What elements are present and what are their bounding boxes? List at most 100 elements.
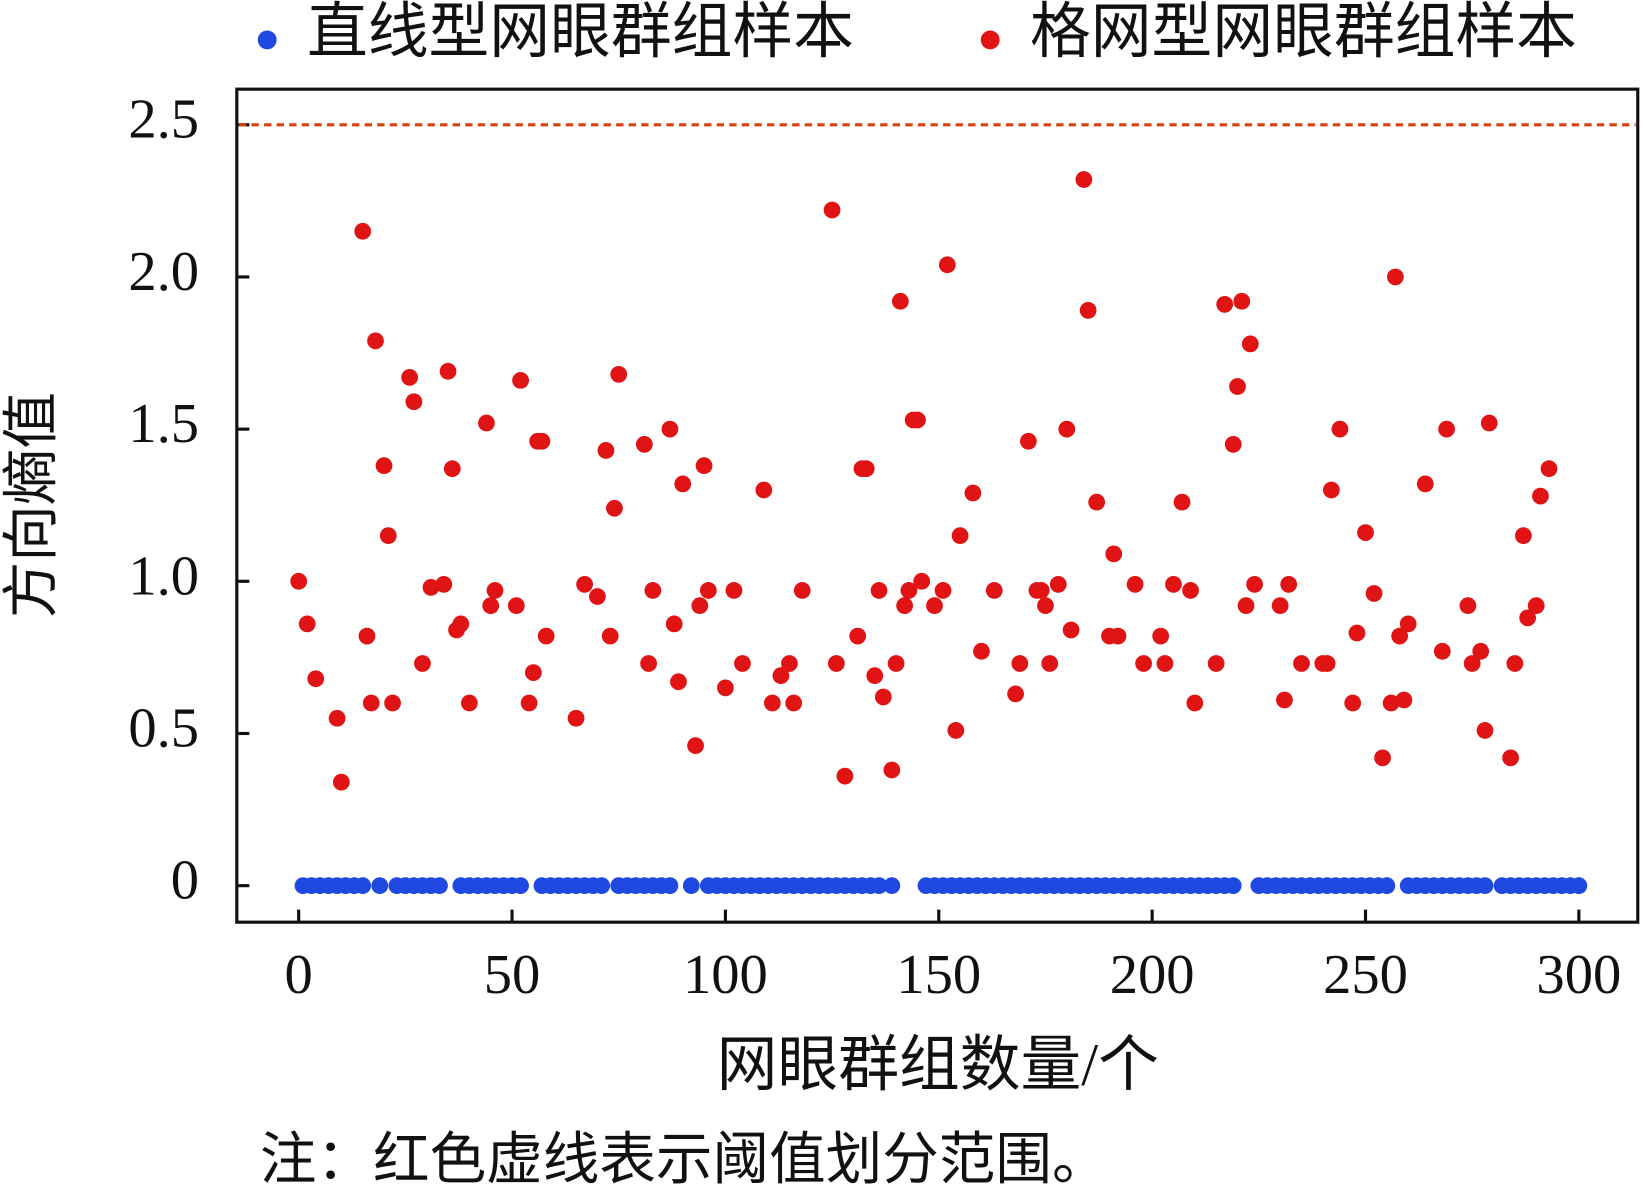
point [772, 667, 790, 685]
point [909, 411, 926, 429]
x-tick-label: 50 [484, 944, 541, 1006]
note: 注：红色虚线表示阈值划分范围。 [260, 1129, 1109, 1191]
point [567, 709, 585, 727]
point [290, 572, 308, 590]
point [358, 627, 376, 645]
point [405, 393, 423, 411]
point [1011, 655, 1029, 672]
point [1472, 642, 1490, 660]
point [1463, 655, 1481, 672]
point [823, 201, 841, 219]
point [1241, 335, 1259, 353]
point [1416, 475, 1434, 493]
point [1007, 685, 1024, 703]
point [1165, 575, 1182, 593]
point [328, 709, 346, 727]
point [589, 588, 606, 605]
point [725, 582, 743, 599]
point [896, 597, 914, 615]
point [1173, 493, 1191, 511]
point [938, 256, 956, 274]
point [1126, 575, 1144, 593]
point [367, 332, 384, 350]
point [1532, 487, 1549, 505]
point [422, 579, 440, 596]
point [1540, 460, 1558, 478]
point [1037, 597, 1054, 615]
point [478, 414, 495, 432]
point [1237, 597, 1255, 615]
y-tick-label: 0.5 [128, 697, 199, 759]
point [384, 694, 401, 712]
point [1293, 655, 1310, 672]
point [1276, 691, 1293, 709]
point [610, 365, 628, 383]
point [1229, 378, 1246, 395]
point [1344, 694, 1362, 712]
point [525, 664, 542, 681]
point [857, 460, 875, 478]
point [1382, 694, 1400, 712]
point [1378, 877, 1396, 895]
point [537, 627, 555, 645]
point [576, 575, 593, 593]
point [1322, 481, 1340, 499]
point [354, 877, 372, 895]
x-axis-label: 网眼群组数量/个 [717, 1032, 1159, 1099]
point [1182, 582, 1199, 599]
point [1062, 621, 1080, 639]
point [1502, 749, 1519, 767]
point [1391, 627, 1409, 645]
point [695, 457, 713, 475]
point [900, 582, 918, 599]
x-tick-label: 0 [285, 944, 313, 1006]
point [891, 292, 909, 310]
point [298, 615, 316, 633]
point [414, 655, 431, 672]
point [682, 877, 700, 895]
point [874, 688, 892, 706]
point [1224, 877, 1242, 895]
point [1480, 414, 1498, 432]
point [964, 484, 982, 502]
y-tick-label: 2.5 [128, 89, 199, 151]
point [1224, 435, 1242, 453]
point [512, 372, 529, 389]
point [1476, 722, 1494, 739]
point [431, 877, 448, 895]
point [439, 362, 457, 380]
point [1075, 171, 1093, 188]
point [1374, 749, 1391, 767]
point [1399, 615, 1417, 633]
point [755, 481, 773, 499]
point [665, 615, 683, 633]
point [1105, 545, 1123, 563]
point [379, 527, 397, 545]
point [883, 877, 901, 895]
point [870, 582, 888, 599]
point [1357, 524, 1374, 541]
point [887, 655, 905, 672]
point [1109, 627, 1127, 645]
point [1476, 877, 1494, 895]
point [1088, 493, 1106, 511]
point [520, 694, 538, 712]
point [1280, 575, 1298, 593]
point [1233, 292, 1251, 310]
point [1216, 295, 1234, 313]
point [1207, 655, 1225, 672]
point [606, 499, 623, 517]
point [1386, 268, 1404, 286]
point [661, 877, 679, 895]
point [913, 572, 931, 590]
point [866, 667, 884, 685]
point [1186, 694, 1204, 712]
point [985, 582, 1003, 599]
x-tick-label: 200 [1110, 944, 1195, 1006]
point [452, 615, 470, 633]
point [926, 597, 943, 615]
point [1515, 527, 1532, 545]
point [1079, 302, 1097, 319]
point [1156, 655, 1174, 672]
